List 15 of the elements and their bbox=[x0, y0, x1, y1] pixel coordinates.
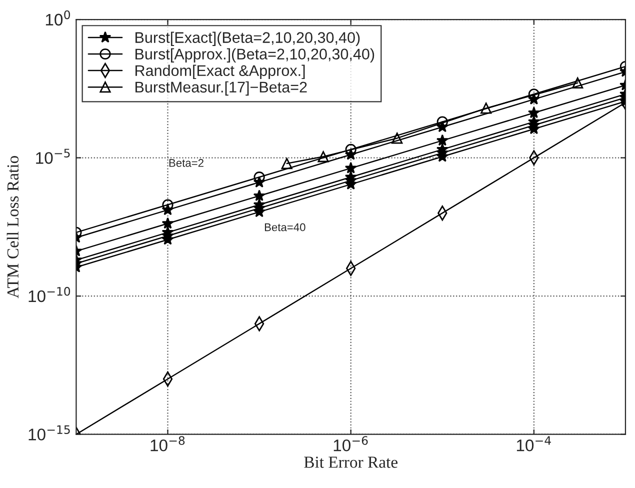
x-tick-label: 10$^{−6}$ bbox=[334, 436, 368, 452]
x-tick-label: 10$^{−8}$ bbox=[150, 436, 185, 452]
x-axis-title: Bit Error Rate bbox=[304, 456, 398, 468]
y-axis-title: ATM Cell Loss Ratio bbox=[6, 156, 19, 298]
legend-label: BurstMeasur.[17]−Beta=2 bbox=[136, 81, 307, 96]
y-tick-label: 10$^{0}$ bbox=[46, 10, 70, 26]
y-tick-label: 10$^{−10}$ bbox=[28, 286, 70, 302]
y-tick-label: 10$^{−5}$ bbox=[36, 148, 70, 164]
legend-label: Random[Exact &Approx.] bbox=[136, 64, 305, 80]
y-tick-label: 10$^{−15}$ bbox=[28, 425, 70, 440]
annotation: Beta=40 bbox=[264, 223, 306, 232]
annotation: Beta=2 bbox=[169, 159, 204, 167]
x-tick-label: 10$^{−4}$ bbox=[516, 436, 551, 452]
legend-label: Burst[Approx.](Beta=2,10,20,30,40) bbox=[136, 48, 374, 63]
legend-label: Burst[Exact](Beta=2,10,20,30,40) bbox=[136, 32, 360, 46]
